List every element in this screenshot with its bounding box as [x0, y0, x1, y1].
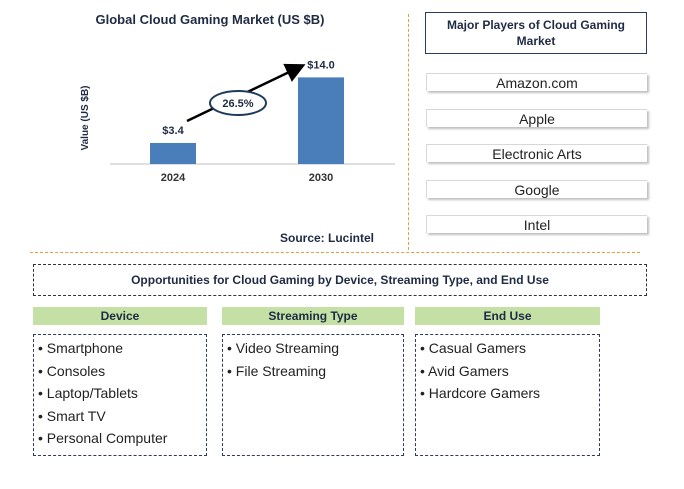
- list-item: • Personal Computer: [38, 430, 168, 446]
- vertical-divider: [408, 14, 409, 250]
- list-item: • Laptop/Tablets: [38, 385, 138, 401]
- category-header-device: Device: [33, 307, 207, 325]
- player-item: Amazon.com: [426, 73, 647, 91]
- list-item: • Consoles: [38, 362, 106, 379]
- bar-value-label: $3.4: [162, 125, 184, 137]
- players-header: Major Players of Cloud Gaming Market: [425, 12, 647, 54]
- source-label: Source: Lucintel: [280, 231, 375, 245]
- category-list-streaming-type: • Video Streaming • File Streaming: [222, 334, 404, 456]
- list-item: • Casual Gamers: [420, 340, 527, 356]
- bar: [150, 142, 196, 164]
- list-item: • Smartphone: [38, 340, 124, 356]
- opportunities-title: Opportunities for Cloud Gaming by Device…: [33, 264, 647, 296]
- player-item: Intel: [426, 215, 647, 233]
- category-list-end-use: • Casual Gamers • Avid Gamers • Hardcore…: [415, 334, 600, 456]
- list-item: • Smart TV: [38, 407, 106, 424]
- category-header-streaming-type: Streaming Type: [222, 307, 404, 325]
- bar: [298, 77, 344, 164]
- player-item: Google: [426, 180, 647, 198]
- cagr-ellipse: [209, 90, 267, 116]
- list-item: • Video Streaming: [227, 340, 340, 356]
- cagr-label: 26.5%: [222, 98, 253, 110]
- x-tick-label: 2024: [161, 172, 186, 184]
- player-item: Apple: [426, 109, 647, 127]
- category-list-device: • Smartphone • Consoles • Laptop/Tablets…: [33, 334, 207, 456]
- chart-title: Global Cloud Gaming Market (US $B): [95, 12, 325, 27]
- player-item: Electronic Arts: [426, 144, 647, 162]
- list-item: • File Streaming: [227, 362, 327, 379]
- x-tick-label: 2030: [309, 172, 333, 184]
- chart-area: Value (US $B) $3.4 2024 $14.0 2030 26.5%: [80, 59, 395, 184]
- bar-value-label: $14.0: [307, 59, 335, 71]
- horizontal-divider: [30, 252, 640, 253]
- y-axis-label: Value (US $B): [80, 85, 91, 150]
- list-item: • Hardcore Gamers: [420, 385, 541, 401]
- category-header-end-use: End Use: [415, 307, 600, 325]
- list-item: • Avid Gamers: [420, 362, 509, 379]
